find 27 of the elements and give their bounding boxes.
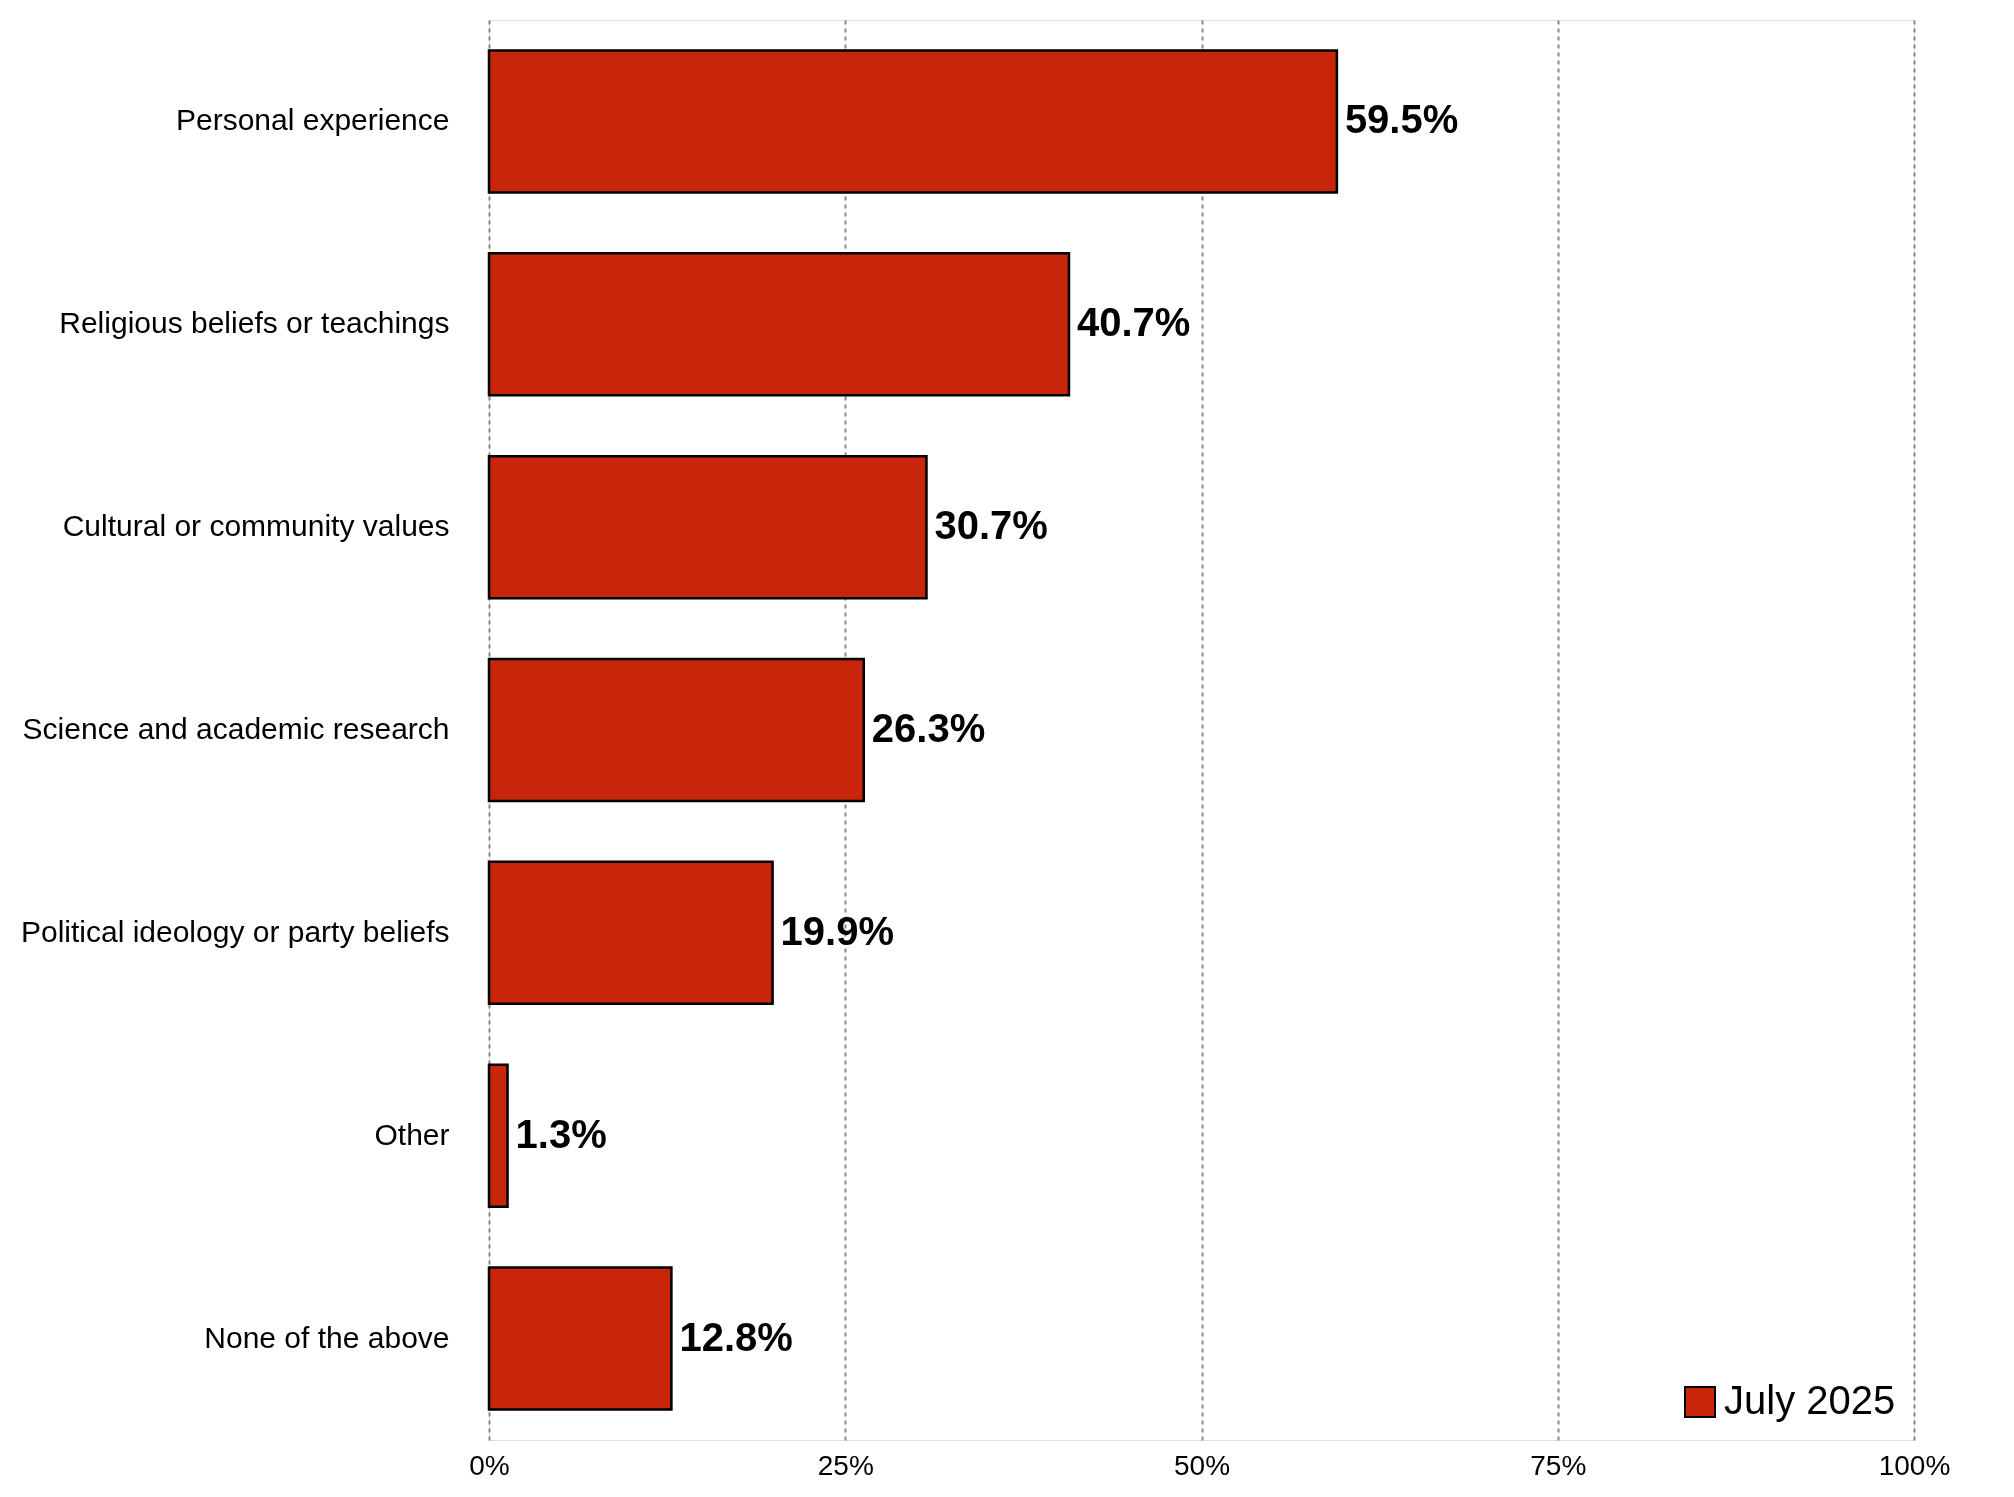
data-label: 30.7% <box>934 503 1048 548</box>
x-tick-label: 75% <box>1530 1449 1587 1481</box>
data-label: 40.7% <box>1076 300 1191 345</box>
y-tick-label: Cultural or community values <box>62 509 450 543</box>
bar <box>487 1063 509 1208</box>
data-label: 59.5% <box>1344 97 1459 142</box>
data-label: 1.3% <box>515 1111 607 1156</box>
bar <box>487 454 928 600</box>
bar <box>487 252 1071 397</box>
x-tick-label: 25% <box>817 1449 874 1481</box>
data-label: 26.3% <box>871 706 986 750</box>
bar <box>487 860 774 1006</box>
y-tick-label: Science and academic research <box>22 712 450 745</box>
legend-label: July 2025 <box>1724 1378 1896 1422</box>
y-tick-label: Other <box>374 1117 450 1151</box>
bar <box>487 657 866 803</box>
y-tick-label: Political ideology or party beliefs <box>20 914 450 948</box>
y-tick-label: Religious beliefs or teachings <box>59 306 450 340</box>
x-tick-label: 0% <box>469 1449 510 1481</box>
bar <box>487 49 1339 194</box>
x-tick-label: 50% <box>1173 1449 1231 1481</box>
x-tick-label: 100% <box>1878 1449 1951 1481</box>
y-tick-label: None of the above <box>204 1320 450 1354</box>
y-tick-label: Personal experience <box>175 103 450 137</box>
bar <box>487 1266 673 1411</box>
data-label: 12.8% <box>679 1314 793 1359</box>
data-label: 19.9% <box>780 908 894 953</box>
